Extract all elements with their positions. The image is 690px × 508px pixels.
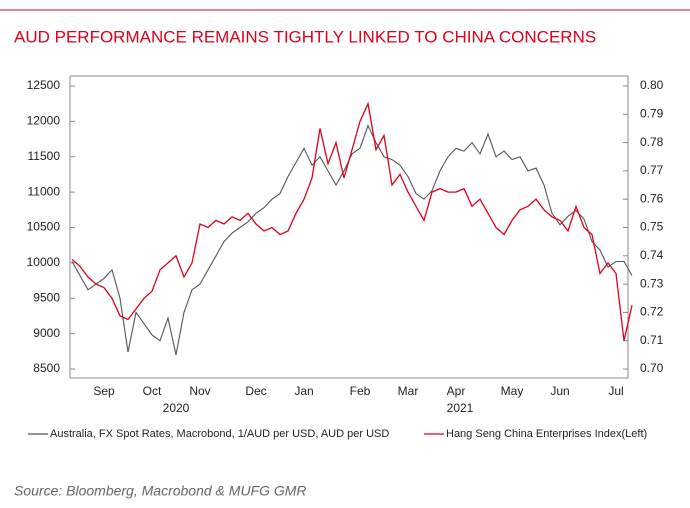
- y-tick-label: 8500: [33, 361, 60, 375]
- y-tick-label: 10000: [27, 255, 61, 269]
- y2-tick-label: 0.73: [640, 276, 664, 290]
- x-tick-label: Nov: [189, 384, 210, 398]
- x-tick-label: Jan: [294, 384, 313, 398]
- y2-tick-label: 0.79: [640, 106, 664, 120]
- x-tick-label: Mar: [398, 384, 419, 398]
- x-tick-label: May: [501, 384, 524, 398]
- source: Source: Bloomberg, Macrobond & MUFG GMR: [14, 483, 307, 499]
- series-line: [71, 124, 633, 356]
- legend-label: Hang Seng China Enterprises Index(Left): [446, 428, 647, 440]
- y-tick-label: 9000: [33, 326, 60, 340]
- x-tick-label: Apr: [447, 384, 466, 398]
- y2-tick-label: 0.70: [640, 361, 664, 375]
- y-tick-label: 11500: [28, 149, 61, 163]
- y-tick-label: 12000: [27, 114, 61, 128]
- y2-tick-label: 0.72: [640, 305, 664, 319]
- y-tick-label: 9500: [33, 290, 60, 304]
- x-tick-label: Oct: [143, 384, 162, 398]
- y2-tick-label: 0.77: [640, 163, 664, 177]
- y-tick-label: 12500: [27, 78, 61, 92]
- x-tick-label: Sep: [93, 384, 115, 398]
- y2-tick-label: 0.74: [640, 248, 664, 262]
- year-label: 2020: [163, 401, 190, 415]
- x-tick-label: Dec: [245, 384, 266, 398]
- x-tick-label: Jun: [550, 384, 569, 398]
- y2-tick-label: 0.78: [640, 135, 664, 149]
- y-tick-label: 10500: [27, 220, 61, 234]
- y2-tick-label: 0.80: [640, 78, 664, 92]
- y-tick-label: 11000: [28, 184, 61, 198]
- y2-tick-label: 0.71: [640, 333, 664, 347]
- x-tick-label: Feb: [350, 384, 371, 398]
- plot-frame: [69, 75, 629, 379]
- chart-title: AUD PERFORMANCE REMAINS TIGHTLY LINKED T…: [14, 27, 596, 46]
- legend-label: Australia, FX Spot Rates, Macrobond, 1/A…: [50, 428, 389, 440]
- year-label: 2021: [447, 401, 474, 415]
- y2-tick-label: 0.76: [640, 191, 664, 205]
- series-line: [71, 101, 633, 341]
- y2-tick-label: 0.75: [640, 220, 664, 234]
- x-tick-label: Jul: [608, 384, 623, 398]
